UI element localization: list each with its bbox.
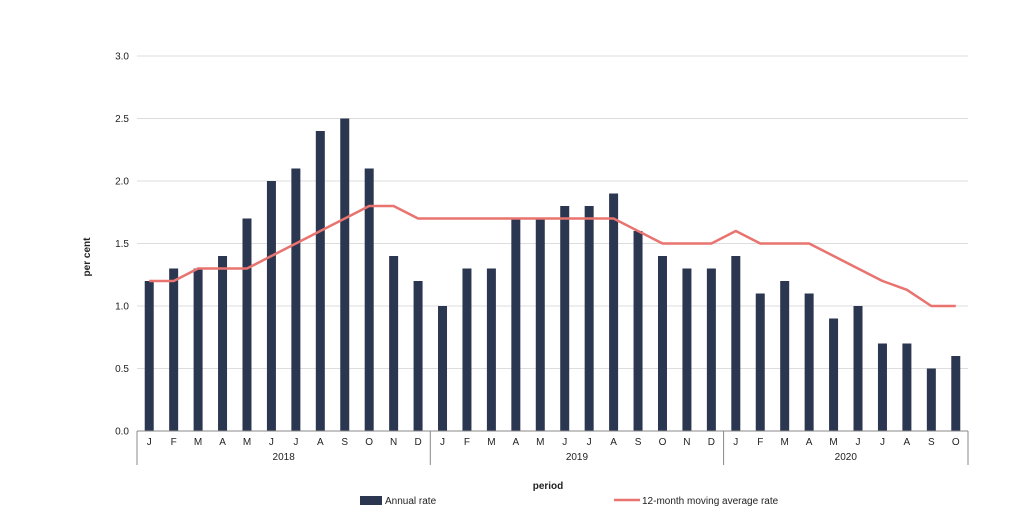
- x-tick-label: O: [659, 437, 667, 448]
- x-tick-label: J: [269, 437, 274, 448]
- bar: [633, 231, 643, 431]
- x-tick-label: A: [806, 437, 813, 448]
- bar: [902, 343, 912, 431]
- grid-lines: [137, 55, 968, 369]
- bar: [218, 256, 228, 431]
- y-axis-title: per cent: [82, 237, 93, 277]
- x-tick-label: M: [829, 437, 837, 448]
- bar: [144, 281, 154, 431]
- x-tick-label: M: [536, 437, 544, 448]
- x-tick-label: J: [147, 437, 152, 448]
- axes: 0.0 0.5 1.0 1.5 2.0 2.5 3.0 J F M A M J J A S O N D J F M A M J J…: [115, 52, 969, 465]
- bar: [657, 256, 667, 431]
- x-tick-label: A: [513, 437, 520, 448]
- x-tick-label: M: [194, 437, 202, 448]
- x-tick-label: S: [928, 437, 935, 448]
- x-tick-label: J: [293, 437, 298, 448]
- y-tick-label: 2.5: [115, 114, 129, 125]
- bar: [193, 268, 203, 431]
- bar: [755, 293, 765, 431]
- x-tick-label: O: [365, 437, 373, 448]
- x-tick-label: M: [781, 437, 789, 448]
- bar: [829, 318, 839, 431]
- x-tick-label: O: [952, 437, 960, 448]
- bar: [340, 118, 350, 431]
- bar: [535, 218, 545, 431]
- bar-series: [144, 118, 961, 431]
- bar: [315, 131, 325, 431]
- y-tick-label: 3.0: [115, 52, 129, 63]
- bar: [266, 181, 276, 431]
- legend-label-annual-rate: Annual rate: [385, 496, 437, 507]
- bar: [511, 218, 521, 431]
- bar: [242, 218, 252, 431]
- x-tick-label: A: [317, 437, 324, 448]
- group-label: 2019: [566, 452, 589, 463]
- bar: [682, 268, 692, 431]
- x-tick-label: M: [487, 437, 495, 448]
- x-tick-label: J: [587, 437, 592, 448]
- bar: [731, 256, 741, 431]
- bar: [389, 256, 399, 431]
- bar: [486, 268, 496, 431]
- line-series: [149, 204, 956, 308]
- bar: [291, 168, 301, 431]
- x-tick-label: A: [904, 437, 911, 448]
- bar: [926, 368, 936, 431]
- x-tick-label: F: [757, 437, 763, 448]
- x-tick-label: F: [464, 437, 470, 448]
- bar: [413, 281, 423, 431]
- x-tick-label: D: [708, 437, 715, 448]
- bar: [804, 293, 814, 431]
- legend-swatch-annual-rate: [360, 496, 382, 505]
- x-tick-label: S: [341, 437, 348, 448]
- group-label: 2020: [835, 452, 858, 463]
- legend: Annual rate 12-month moving average rate: [360, 496, 779, 507]
- x-tick-label: J: [880, 437, 885, 448]
- x-tick-label: N: [683, 437, 690, 448]
- x-tick-label: J: [733, 437, 738, 448]
- bar: [877, 343, 887, 431]
- bar: [584, 206, 594, 431]
- bar: [438, 306, 448, 431]
- x-tick-label: N: [390, 437, 397, 448]
- bar: [462, 268, 472, 431]
- x-tick-label: M: [243, 437, 251, 448]
- x-tick-label: J: [562, 437, 567, 448]
- x-tick-label: J: [440, 437, 445, 448]
- bar: [560, 206, 570, 431]
- moving-average-line: [149, 204, 956, 308]
- bar: [706, 268, 716, 431]
- x-tick-label: S: [635, 437, 642, 448]
- y-tick-label: 0.0: [115, 427, 129, 438]
- bar: [951, 356, 961, 431]
- bar: [169, 268, 179, 431]
- bar: [609, 193, 619, 431]
- y-tick-label: 1.5: [115, 239, 129, 250]
- x-tick-label: A: [610, 437, 617, 448]
- x-tick-label: F: [171, 437, 177, 448]
- bar: [853, 306, 863, 431]
- x-tick-label: D: [414, 437, 421, 448]
- x-tick-label: A: [219, 437, 226, 448]
- y-tick-label: 2.0: [115, 177, 129, 188]
- bar: [780, 281, 790, 431]
- bar: [364, 168, 374, 431]
- group-label: 2018: [273, 452, 296, 463]
- legend-label-moving-average: 12-month moving average rate: [642, 496, 779, 507]
- x-axis-title: period: [533, 481, 564, 492]
- x-tick-label: J: [856, 437, 861, 448]
- y-tick-label: 0.5: [115, 364, 129, 375]
- y-tick-label: 1.0: [115, 302, 129, 313]
